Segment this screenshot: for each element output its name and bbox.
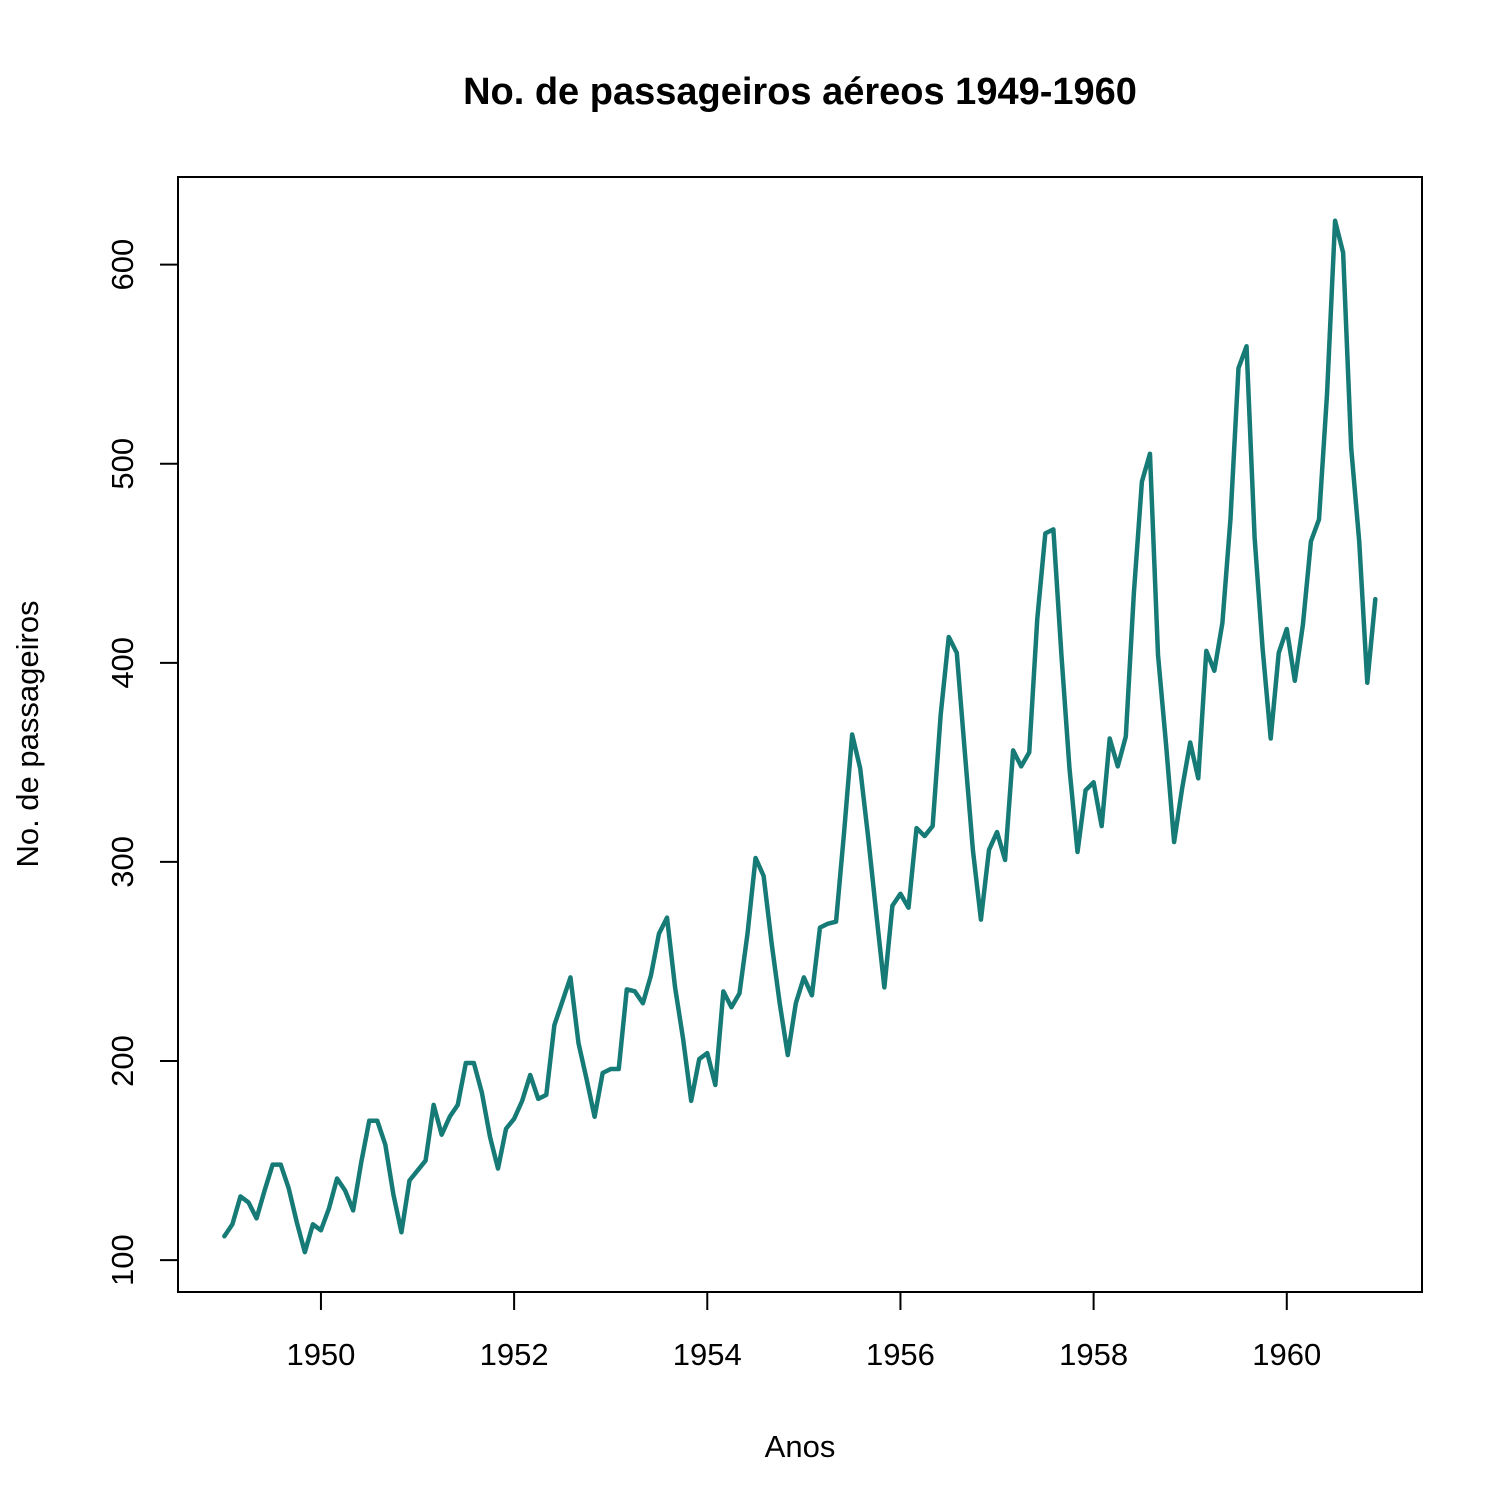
x-tick-label: 1956: [866, 1337, 935, 1372]
chart-title: No. de passageiros aéreos 1949-1960: [463, 71, 1137, 113]
y-axis-label: No. de passageiros: [10, 600, 45, 867]
x-axis-label: Anos: [765, 1429, 836, 1464]
x-tick-label: 1952: [480, 1337, 549, 1372]
series-line: [222, 218, 1378, 1255]
y-tick-label: 200: [105, 1035, 140, 1087]
x-axis: 1950 1952 1954 1956 1958 1960: [286, 1291, 1321, 1372]
x-tick-label: 1960: [1252, 1337, 1321, 1372]
y-tick-label: 100: [105, 1234, 140, 1286]
x-tick-label: 1950: [286, 1337, 355, 1372]
x-tick-label: 1954: [673, 1337, 742, 1372]
y-tick-label: 300: [105, 836, 140, 888]
y-axis: 100 200 300 400 500 600: [105, 239, 179, 1286]
x-tick-label: 1958: [1059, 1337, 1128, 1372]
y-tick-label: 500: [105, 438, 140, 490]
y-tick-label: 600: [105, 239, 140, 291]
plot-frame: [177, 176, 1423, 1293]
y-tick-label: 400: [105, 637, 140, 689]
